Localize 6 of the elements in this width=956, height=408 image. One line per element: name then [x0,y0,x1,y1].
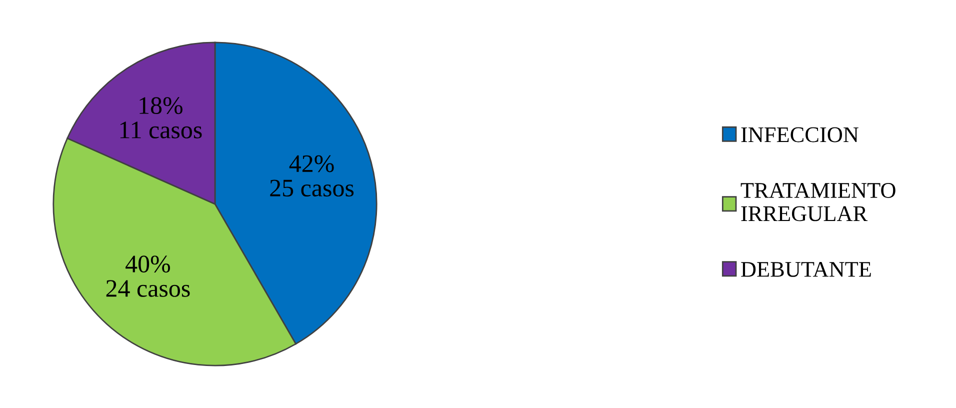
data-label: 18% 11 casos [120,97,202,138]
data-label: 40% 24 casos [106,256,190,297]
legend-label: INFECCION [741,127,858,142]
data-label: 42% 25 casos [270,155,354,197]
legend-label: TRATAMIENTO IRREGULAR [740,183,896,222]
legend-label: DEBUTANTE [741,262,871,277]
